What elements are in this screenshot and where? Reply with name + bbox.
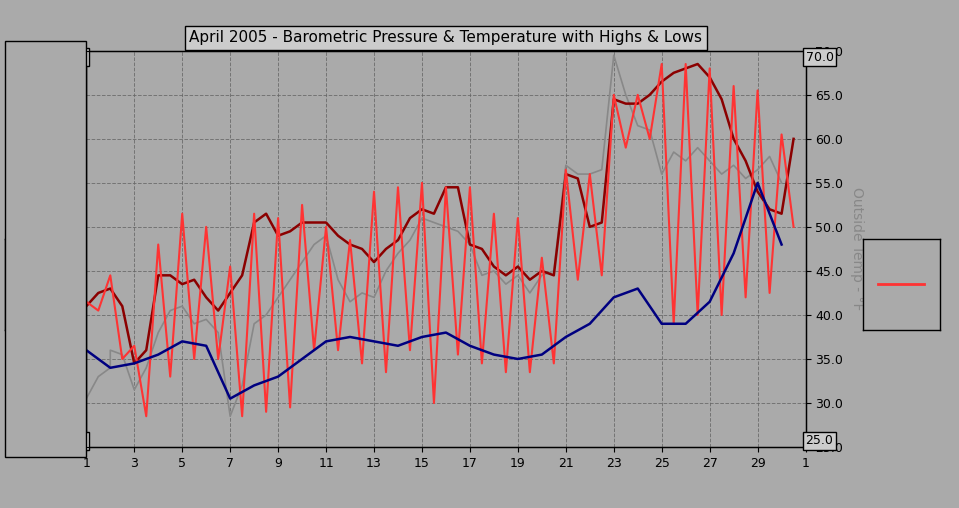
Text: 70.0: 70.0 [806, 51, 833, 64]
Y-axis label: Outside Temp - °F: Outside Temp - °F [850, 187, 864, 311]
Text: 990.0: 990.0 [51, 434, 86, 447]
Y-axis label: Barometer - mb: Barometer - mb [13, 187, 27, 310]
Text: 1035.0: 1035.0 [42, 51, 86, 64]
Text: 25.0: 25.0 [806, 434, 833, 447]
Title: April 2005 - Barometric Pressure & Temperature with Highs & Lows: April 2005 - Barometric Pressure & Tempe… [190, 30, 702, 46]
